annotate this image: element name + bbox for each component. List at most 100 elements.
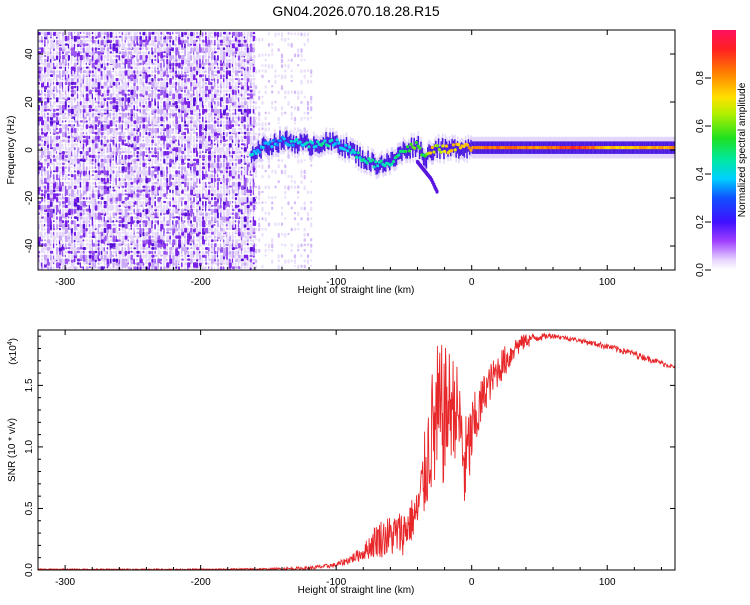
noise-cell — [124, 104, 128, 111]
noise-cell — [219, 124, 222, 127]
noise-cell — [175, 231, 177, 236]
noise-cell — [118, 193, 122, 199]
noise-cell — [222, 208, 225, 215]
noise-cell — [169, 35, 172, 40]
noise-cell — [216, 220, 219, 225]
noise-cell — [52, 85, 56, 90]
noise-cell — [277, 254, 280, 259]
noise-cell — [41, 220, 44, 223]
noise-cell — [246, 93, 250, 96]
noise-cell — [61, 151, 65, 155]
noise-cell — [136, 235, 140, 240]
noise-cell — [118, 208, 122, 212]
noise-cell — [184, 266, 186, 270]
noise-cell — [55, 208, 59, 213]
noise-cell — [184, 239, 188, 245]
noise-cell — [172, 227, 176, 234]
noise-cell — [92, 270, 94, 274]
noise-cell — [133, 35, 137, 41]
noise-cell — [228, 258, 231, 263]
noise-cell — [231, 250, 235, 255]
noise-cell — [88, 193, 92, 198]
noise-cell — [157, 166, 160, 171]
noise-cell — [166, 177, 169, 183]
noise-cell — [300, 159, 303, 164]
noise-cell — [121, 139, 125, 145]
noise-cell — [49, 39, 54, 44]
noise-cell — [142, 193, 145, 197]
noise-cell — [118, 243, 122, 247]
noise-cell — [118, 239, 121, 242]
noise-cell — [64, 189, 69, 196]
noise-cell — [44, 212, 47, 216]
noise-cell — [184, 74, 187, 78]
noise-cell — [64, 89, 67, 95]
noise-cell — [246, 143, 249, 149]
noise-cell — [178, 181, 182, 187]
noise-cell — [187, 200, 189, 204]
noise-cell — [225, 147, 230, 153]
noise-cell — [145, 177, 149, 184]
noise-cell — [130, 220, 134, 225]
noise-cell — [166, 89, 168, 94]
noise-cell — [133, 208, 135, 213]
noise-cell — [136, 135, 140, 142]
noise-cell — [184, 97, 187, 103]
noise-cell — [261, 164, 264, 170]
noise-cell — [169, 254, 171, 260]
noise-cell — [196, 101, 198, 105]
noise-cell — [199, 200, 202, 207]
noise-cell — [303, 264, 306, 269]
noise-cell — [193, 89, 195, 95]
noise-cell — [118, 231, 121, 238]
noise-cell — [38, 31, 41, 36]
noise-cell — [115, 35, 118, 39]
noise-cell — [127, 43, 131, 47]
noise-cell — [85, 31, 89, 36]
noise-cell — [246, 235, 250, 240]
noise-cell — [109, 166, 113, 173]
spectrogram-content — [38, 31, 675, 274]
noise-cell — [205, 235, 208, 241]
noise-cell — [172, 239, 176, 246]
noise-cell — [254, 175, 258, 178]
noise-cell — [271, 201, 274, 205]
noise-cell — [228, 147, 231, 151]
noise-cell — [44, 239, 47, 242]
noise-cell — [55, 239, 58, 245]
noise-cell — [157, 227, 160, 232]
noise-cell — [231, 212, 234, 215]
noise-cell — [210, 174, 213, 178]
noise-cell — [130, 35, 133, 42]
noise-cell — [58, 47, 63, 52]
noise-cell — [79, 104, 83, 108]
noise-cell — [208, 112, 212, 118]
noise-cell — [160, 97, 163, 101]
noise-cell — [148, 143, 150, 147]
noise-cell — [67, 247, 71, 250]
noise-cell — [58, 174, 61, 179]
noise-cell — [252, 43, 255, 47]
noise-cell — [49, 189, 54, 195]
noise-cell — [142, 101, 144, 105]
noise-cell — [52, 35, 55, 42]
noise-cell — [85, 43, 89, 47]
noise-cell — [85, 185, 89, 192]
noise-cell — [127, 127, 130, 132]
noise-cell — [163, 97, 166, 100]
noise-cell — [76, 243, 79, 246]
noise-cell — [121, 131, 125, 136]
noise-cell — [136, 220, 140, 224]
noise-cell — [267, 211, 271, 216]
noise-cell — [124, 97, 128, 102]
noise-cell — [199, 151, 202, 155]
noise-cell — [163, 189, 165, 193]
noise-cell — [124, 262, 128, 267]
noise-cell — [172, 108, 175, 114]
noise-cell — [213, 39, 216, 45]
noise-cell — [49, 89, 54, 95]
noise-cell — [280, 264, 284, 269]
noise-cell — [246, 66, 249, 72]
noise-cell — [100, 135, 103, 139]
noise-cell — [121, 231, 125, 234]
